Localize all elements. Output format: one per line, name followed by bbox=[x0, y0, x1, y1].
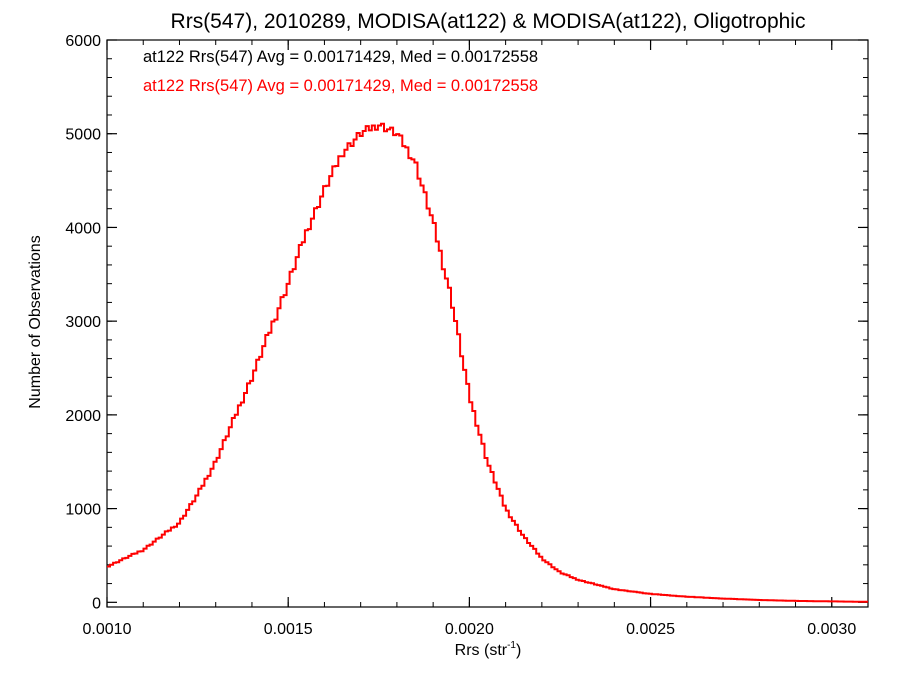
y-tick-label: 4000 bbox=[65, 220, 101, 237]
x-tick-label: 0.0030 bbox=[807, 621, 856, 638]
y-axis-label: Number of Observations bbox=[27, 235, 44, 408]
x-axis-label: Rrs (str-1) bbox=[455, 640, 522, 659]
y-tick-label: 3000 bbox=[65, 314, 101, 331]
x-tick-label: 0.0025 bbox=[626, 621, 675, 638]
y-axis: 0 1000 2000 3000 4000 5000 6000 bbox=[65, 33, 868, 612]
y-tick-label: 5000 bbox=[65, 127, 101, 144]
annotation-black: at122 Rrs(547) Avg = 0.00171429, Med = 0… bbox=[143, 48, 538, 66]
y-tick-label: 2000 bbox=[65, 408, 101, 425]
x-axis: 0.0010 0.0015 0.0020 0.0025 0.0030 bbox=[83, 40, 869, 638]
chart-title: Rrs(547), 2010289, MODISA(at122) & MODIS… bbox=[171, 10, 806, 33]
histogram-series-line bbox=[107, 122, 868, 603]
y-tick-label: 6000 bbox=[65, 33, 101, 50]
y-tick-label: 0 bbox=[92, 595, 101, 612]
plot-frame bbox=[106, 39, 869, 608]
plot-area: 0.0010 0.0015 0.0020 0.0025 0.0030 0 1000 2000… bbox=[65, 33, 869, 638]
x-tick-label: 0.0020 bbox=[445, 621, 494, 638]
x-tick-label: 0.0010 bbox=[83, 621, 132, 638]
annotation-red: at122 Rrs(547) Avg = 0.00171429, Med = 0… bbox=[143, 77, 538, 95]
x-tick-label: 0.0015 bbox=[264, 621, 313, 638]
y-tick-label: 1000 bbox=[65, 502, 101, 519]
